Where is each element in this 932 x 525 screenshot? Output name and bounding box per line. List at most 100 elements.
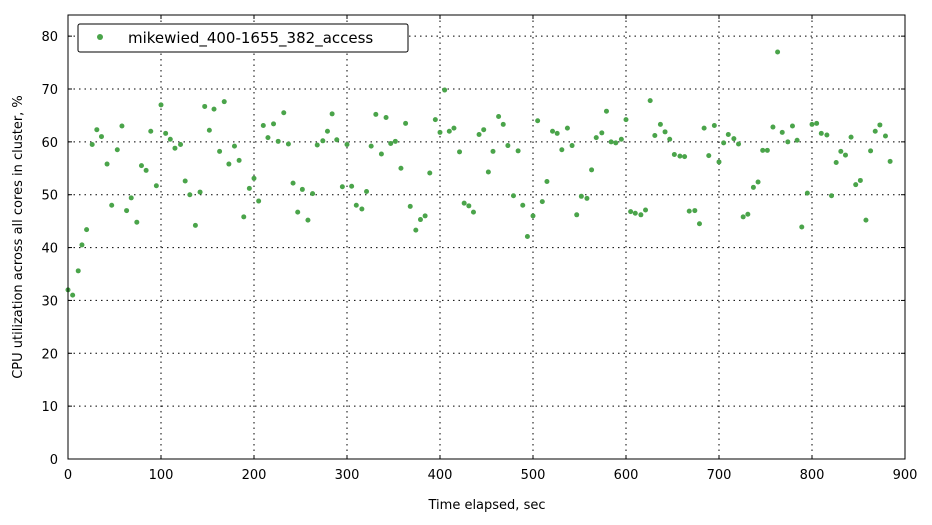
data-point <box>731 136 737 142</box>
x-tick-label: 0 <box>64 468 72 483</box>
data-point <box>271 121 277 127</box>
data-point <box>593 135 599 141</box>
y-tick-label: 80 <box>41 30 58 45</box>
data-point <box>109 202 115 208</box>
data-point <box>417 217 423 223</box>
data-point <box>760 147 766 153</box>
data-point <box>530 213 536 219</box>
data-point <box>863 217 869 223</box>
legend-label: mikewied_400-1655_382_access <box>128 29 373 48</box>
data-point <box>838 148 844 154</box>
data-point <box>305 217 311 223</box>
data-point <box>603 108 609 114</box>
data-point <box>544 179 550 184</box>
data-point <box>671 152 677 158</box>
data-point <box>818 130 824 136</box>
data-point <box>524 233 530 239</box>
data-point <box>539 199 545 205</box>
data-point <box>344 142 350 147</box>
data-point <box>510 193 516 199</box>
data-point <box>84 227 90 233</box>
y-tick-label: 30 <box>41 294 58 309</box>
data-point <box>427 170 433 176</box>
data-point <box>829 193 835 199</box>
data-point <box>290 180 296 186</box>
data-point <box>104 161 110 167</box>
data-point <box>432 117 438 123</box>
x-tick-label: 500 <box>521 468 546 483</box>
x-axis-label: Time elapsed, sec <box>428 498 546 513</box>
data-point <box>824 132 830 138</box>
data-point <box>692 208 698 214</box>
x-tick-label: 700 <box>707 468 732 483</box>
data-point <box>89 142 95 147</box>
data-point <box>413 227 419 233</box>
data-point <box>647 98 653 104</box>
data-point <box>124 208 130 214</box>
data-point <box>779 129 785 135</box>
data-point <box>75 268 81 274</box>
data-point <box>299 186 305 192</box>
y-tick-label: 0 <box>50 453 58 468</box>
data-point <box>584 195 590 201</box>
data-point <box>574 212 580 218</box>
data-point <box>496 113 502 119</box>
data-point <box>842 152 848 158</box>
x-tick-label: 800 <box>800 468 825 483</box>
data-point <box>848 134 854 140</box>
data-point <box>98 134 104 140</box>
data-point <box>206 127 212 133</box>
data-point <box>623 117 629 123</box>
data-point <box>202 103 208 109</box>
data-point <box>613 140 619 146</box>
data-point <box>138 163 144 169</box>
data-point <box>643 207 649 213</box>
data-point <box>163 130 169 136</box>
data-point <box>638 212 644 218</box>
data-point <box>256 198 262 204</box>
data-point <box>789 123 795 129</box>
data-point <box>736 141 742 147</box>
data-point <box>814 120 820 126</box>
data-point <box>197 189 203 195</box>
grid <box>68 15 905 459</box>
data-point <box>339 184 345 190</box>
data-point <box>809 121 815 127</box>
data-point <box>172 145 178 151</box>
data-point <box>632 210 638 216</box>
data-point <box>178 142 184 147</box>
data-point <box>628 209 634 215</box>
legend: mikewied_400-1655_382_access <box>77 23 409 53</box>
data-point <box>295 209 301 215</box>
data-point <box>70 292 76 298</box>
data-point <box>833 159 839 165</box>
data-point <box>314 142 320 148</box>
data-point <box>236 157 242 163</box>
data-point <box>701 125 707 131</box>
y-tick-label: 40 <box>41 242 58 257</box>
data-points <box>65 49 893 298</box>
data-point <box>192 222 198 228</box>
data-point <box>677 153 683 159</box>
data-point <box>407 203 413 209</box>
data-point <box>226 161 232 167</box>
data-point <box>260 122 266 128</box>
x-tick-label: 400 <box>428 468 453 483</box>
data-point <box>457 149 463 155</box>
data-point <box>378 151 384 157</box>
data-point <box>446 128 452 134</box>
data-point <box>804 190 810 196</box>
data-point <box>740 214 746 220</box>
data-point <box>231 143 237 149</box>
data-point <box>755 179 761 185</box>
data-point <box>775 49 781 55</box>
data-point <box>79 242 85 248</box>
data-point <box>275 138 281 144</box>
data-point <box>403 120 409 126</box>
data-point <box>329 111 335 117</box>
data-point <box>167 136 173 142</box>
data-point <box>451 125 457 131</box>
y-tick-label: 50 <box>41 189 58 204</box>
plot-frame <box>67 14 906 460</box>
